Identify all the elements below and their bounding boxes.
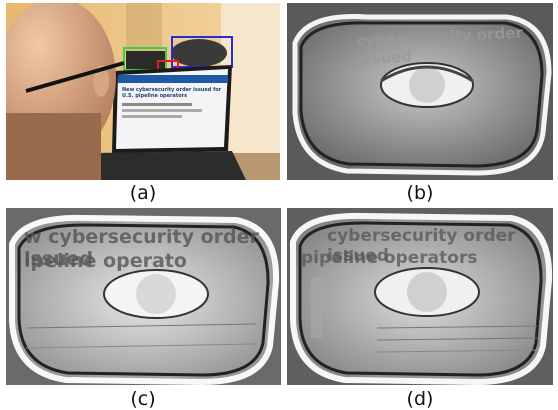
panel-c-reconstruction: w cybersecurity order issued ipeline ope… [6,208,281,385]
reflection-text-c-line2: ipeline operato [24,250,187,272]
caption-c: (c) [130,388,156,410]
laptop-screen-headline: New cybersecurity order issued for U.S. … [122,87,222,99]
panel-d-reconstruction: cybersecurity order issued pipeline oper… [287,208,553,385]
caption-b: (b) [406,182,434,204]
reflection-text-c-line1: w cybersecurity order issued [24,226,259,270]
panel-b-reconstruction: cybersecurity order issued [287,3,553,180]
caption-d: (d) [406,388,434,410]
panel-a-photo: New cybersecurity order issued for U.S. … [6,3,280,180]
reflection-text-d-line1: cybersecurity order issued [327,226,516,266]
caption-a: (a) [129,182,157,204]
reflection-text-d-line2: pipeline operators [301,248,478,268]
